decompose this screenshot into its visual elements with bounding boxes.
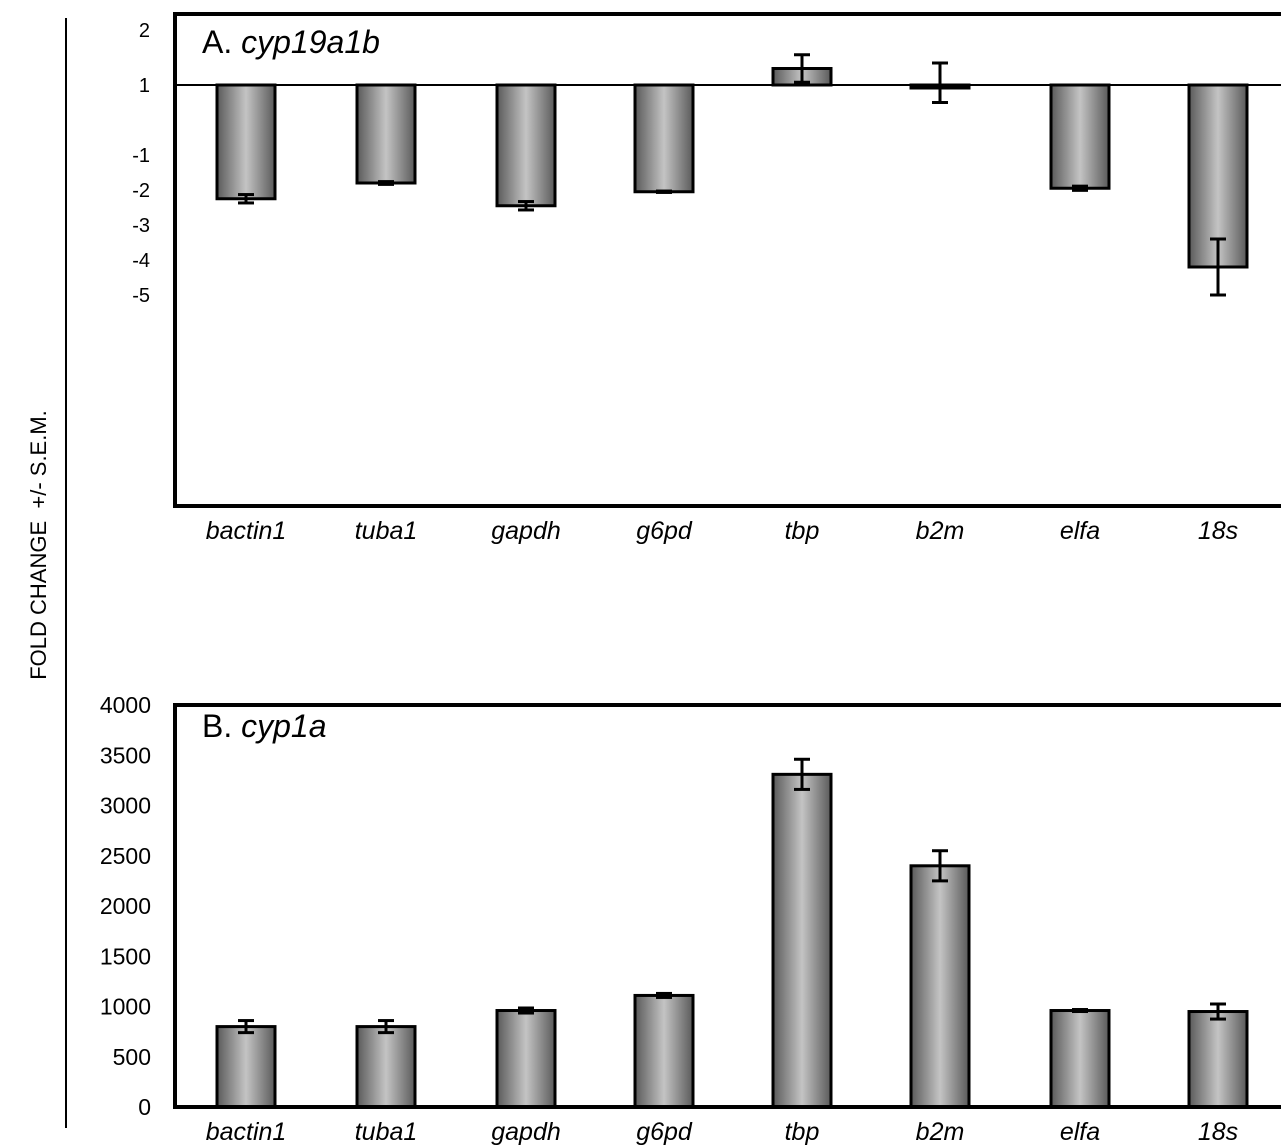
panel-a-error-bar-elfa <box>1072 184 1088 192</box>
panel-a-y-tick-label: -2 <box>132 180 150 202</box>
panel-a-bars <box>215 67 1249 269</box>
panel-b-error-bar-18s <box>1210 1002 1226 1021</box>
panel-b-error-bar-bactin1 <box>238 1019 254 1035</box>
panel-a-y-tick-label: 1 <box>139 75 150 97</box>
panel-a-y-tick-label: -3 <box>132 215 150 237</box>
panel-a-bar-gapdh <box>495 83 557 208</box>
panel-b-category-label: gapdh <box>491 1118 561 1146</box>
panel-b-bars <box>215 772 1249 1109</box>
panel-b-y-tick-label: 1000 <box>100 994 151 1020</box>
panel-b-error-bar-g6pd <box>656 991 672 999</box>
panel-a-error-bar-18s <box>1210 237 1226 297</box>
panel-a-y-tick-label: 2 <box>139 20 150 42</box>
panel-b-error-bar-tbp <box>794 757 810 791</box>
panel-a-error-bar-gapdh <box>518 200 534 212</box>
panel-a-category-label: b2m <box>916 517 965 545</box>
panel-b-error-bar-tuba1 <box>378 1019 394 1035</box>
panel-b-error-bar-b2m <box>932 849 948 883</box>
panel-a-error-bar-bactin1 <box>238 193 254 205</box>
panel-b-error-bars <box>238 757 1226 1035</box>
panel-b-y-tick-label: 3500 <box>100 742 151 768</box>
panel-b-category-label: elfa <box>1060 1118 1100 1146</box>
panel-b-y-tick-label: 1500 <box>100 943 151 969</box>
panel-b-error-bar-gapdh <box>518 1006 534 1015</box>
panel-b-bar-gapdh <box>495 1009 557 1109</box>
panel-a-title: A. cyp19a1b <box>202 24 380 60</box>
panel-b-category-label: tbp <box>785 1118 820 1146</box>
y-axis-label: FOLD CHANGE +/- S.E.M. <box>26 410 51 680</box>
panel-a-category-label: elfa <box>1060 517 1100 545</box>
panel-a-category-label: tbp <box>785 517 820 545</box>
panel-a-category-label: 18s <box>1198 517 1238 545</box>
panel-b-y-ticks: 4000 3500 3000 2500 2000 1500 1000 500 0 <box>100 692 151 1120</box>
panel-b-bar-tbp <box>771 772 833 1109</box>
panel-b-bar-g6pd <box>633 993 695 1109</box>
panel-a-bar-g6pd <box>633 83 695 194</box>
panel-b-error-bar-elfa <box>1072 1008 1088 1014</box>
panel-a-bar-bactin1 <box>215 83 277 201</box>
panel-a-error-bar-tbp <box>794 53 810 84</box>
panel-b-y-tick-label: 500 <box>113 1044 151 1070</box>
panel-a-category-label: g6pd <box>636 517 693 545</box>
panel-a-y-ticks: 2 1 -1 -2 -3 -4 -5 <box>132 20 150 307</box>
panel-a-y-tick-label: -4 <box>132 250 150 272</box>
panel-b-bar-bactin1 <box>215 1025 277 1109</box>
panel-a-error-bar-b2m <box>932 61 948 104</box>
panel-a-category-label: bactin1 <box>206 517 287 545</box>
panel-b: 4000 3500 3000 2500 2000 1500 1000 500 0 bactin1… <box>100 692 1281 1146</box>
panel-b-category-label: g6pd <box>636 1118 693 1146</box>
panel-a-bar-elfa <box>1049 83 1111 190</box>
panel-b-x-categories: bactin1 tuba1 gapdh g6pd tbp b2m elfa 18s <box>206 1118 1238 1146</box>
panel-b-y-tick-label: 2000 <box>100 893 151 919</box>
panel-a-y-tick-label: -1 <box>132 145 150 167</box>
panel-a-bar-tuba1 <box>355 83 417 185</box>
panel-a-y-tick-label: -5 <box>132 285 150 307</box>
panel-a-error-bars <box>238 53 1226 297</box>
panel-b-y-tick-label: 2500 <box>100 843 151 869</box>
panel-b-y-tick-label: 4000 <box>100 692 151 718</box>
panel-b-bar-b2m <box>909 864 971 1109</box>
panel-a-x-categories: bactin1 tuba1 gapdh g6pd tbp b2m elfa 18s <box>206 517 1238 545</box>
panel-a-error-bar-g6pd <box>656 189 672 194</box>
panel-a-category-label: gapdh <box>491 517 561 545</box>
panel-b-category-label: bactin1 <box>206 1118 287 1146</box>
panel-b-category-label: tuba1 <box>355 1118 418 1146</box>
panel-b-y-tick-label: 3000 <box>100 793 151 819</box>
panel-b-title: B. cyp1a <box>202 708 327 744</box>
panel-a-category-label: tuba1 <box>355 517 418 545</box>
panel-b-bar-tuba1 <box>355 1025 417 1109</box>
panel-a-error-bar-tuba1 <box>378 180 394 186</box>
panel-b-category-label: b2m <box>916 1118 965 1146</box>
panel-a: 2 1 -1 -2 -3 -4 -5 bactin1 tuba1 gapdh g6pd tbp b2m… <box>132 12 1281 545</box>
panel-b-y-tick-label: 0 <box>138 1094 151 1120</box>
panel-b-bar-elfa <box>1049 1009 1111 1109</box>
panel-b-bar-18s <box>1187 1010 1249 1109</box>
panel-b-category-label: 18s <box>1198 1118 1238 1146</box>
